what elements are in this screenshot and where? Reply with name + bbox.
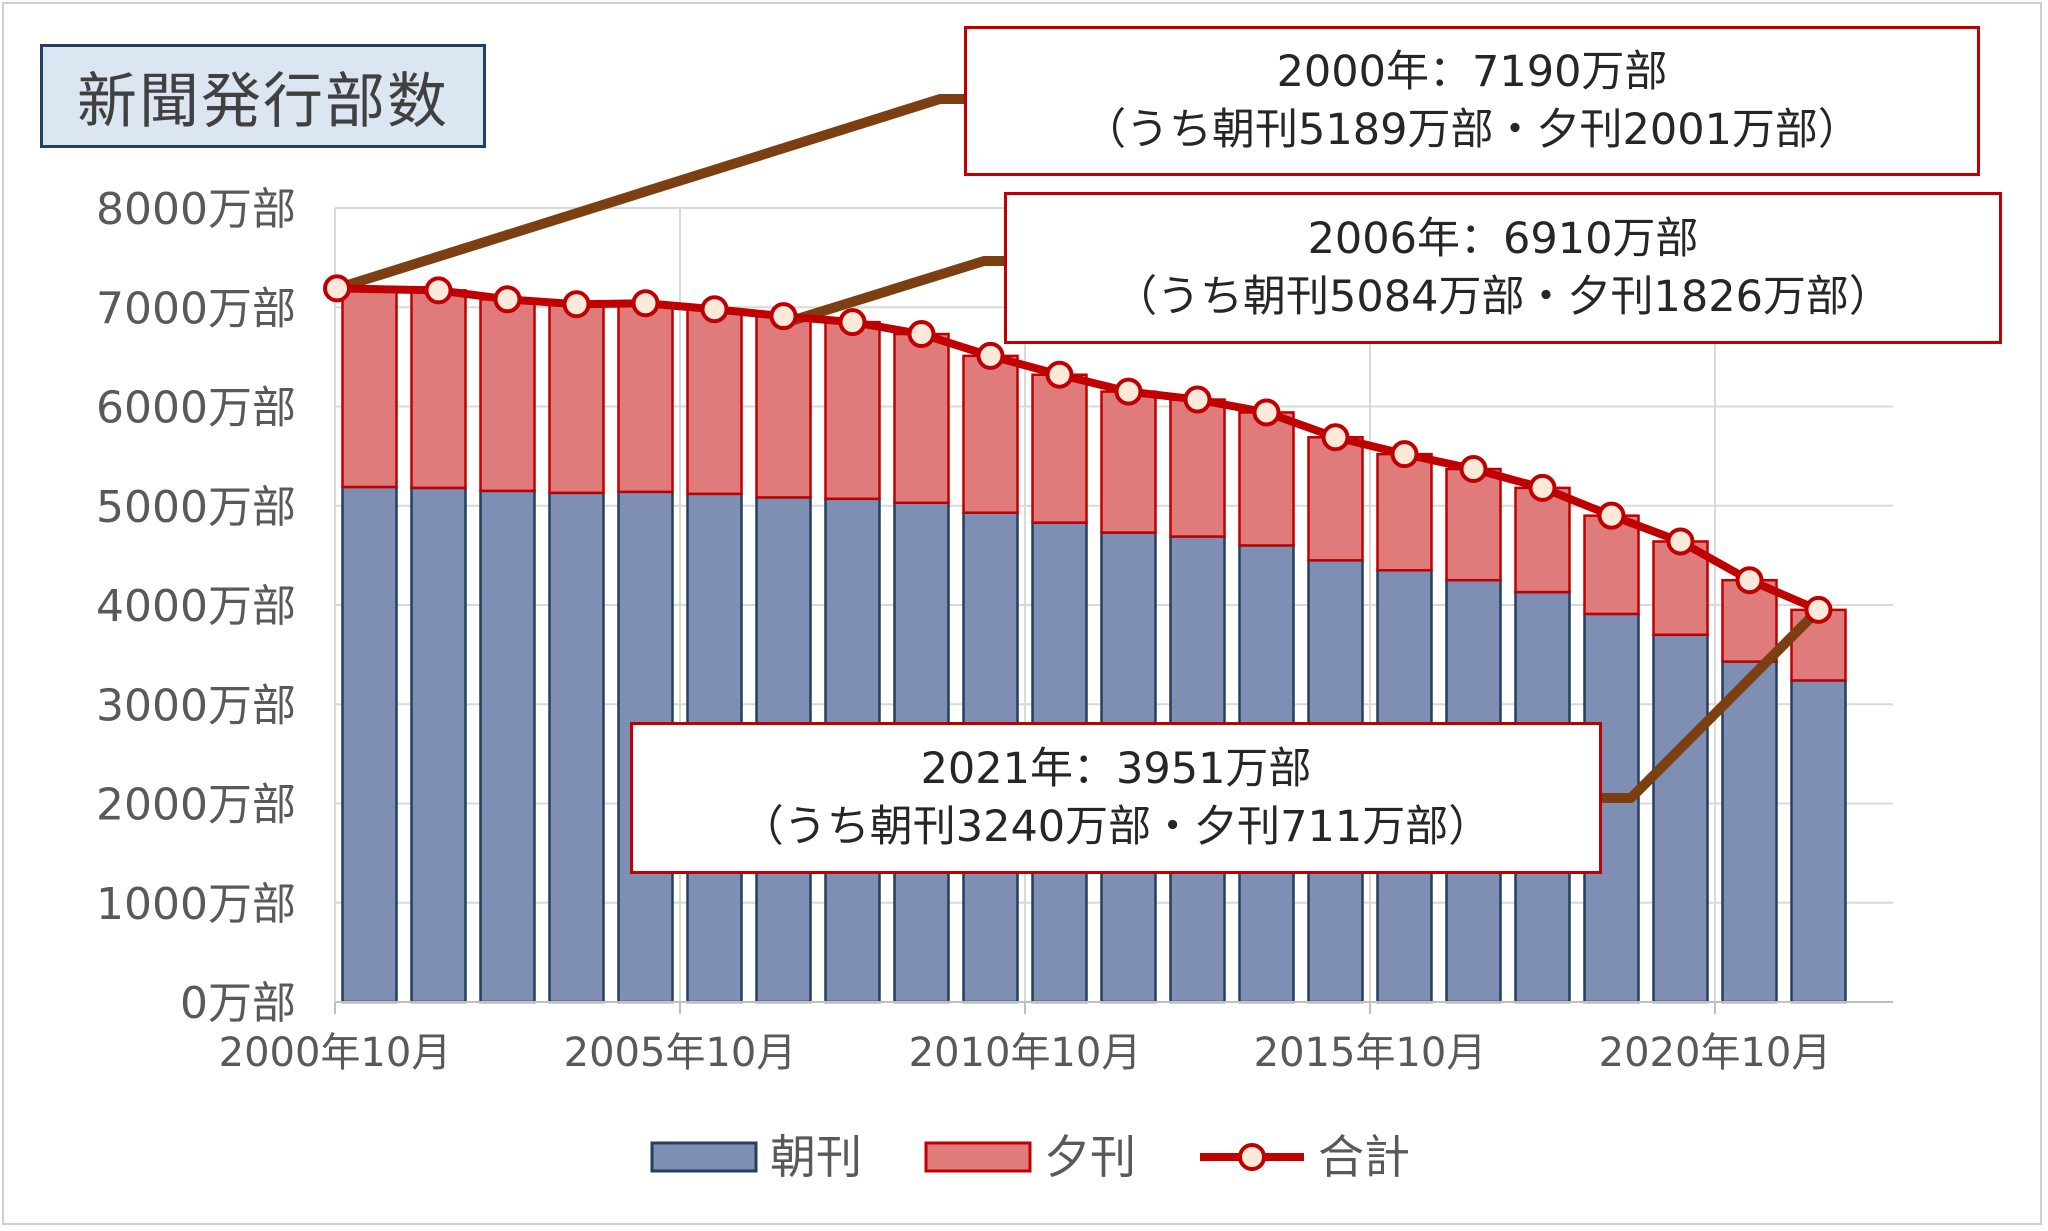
total-point [1252,398,1281,427]
total-point [1666,527,1695,556]
bar-evening [755,314,812,499]
total-point [323,274,351,303]
y-tick-label: 5000万部 [96,482,296,533]
y-tick-label: 1000万部 [96,879,296,930]
total-point [493,285,522,314]
bar-evening [1100,390,1157,534]
bar-evening [410,289,467,490]
legend-label-morning: 朝刊 [770,1130,862,1184]
bar-morning [1721,660,1778,1004]
total-point [769,302,798,331]
x-tick-label: 2000年10月 [219,1030,452,1076]
total-point [562,290,591,319]
bar-evening [548,303,605,495]
bar-evening [962,354,1019,514]
y-tick-label: 0万部 [180,978,296,1029]
y-tick-label: 2000万部 [96,780,296,831]
legend-marker-total [1238,1143,1266,1171]
y-tick-label: 6000万部 [96,383,296,434]
bar-evening [341,287,398,489]
y-tick-label: 8000万部 [96,184,296,235]
callout-2000-line2: （うち朝刊5189万部・夕刊2001万部） [1083,105,1861,155]
total-point [1390,440,1419,469]
y-tick-label: 3000万部 [96,680,296,731]
callout-2006-line2: （うち朝刊5084万部・夕刊1826万部） [1114,272,1892,322]
leader-2000 [335,94,964,294]
total-point [1528,473,1557,502]
bar-evening [1445,467,1502,582]
y-axis: 0万部 1000万部 2000万部 3000万部 4000万部 5000万部 6000万部 7… [96,184,296,1029]
bar-morning [410,486,467,1004]
bar-evening [1238,411,1295,547]
x-tick-label: 2005年10月 [564,1030,797,1076]
x-tick-label: 2010年10月 [909,1030,1142,1076]
x-tick-label: 2015年10月 [1254,1030,1487,1076]
legend-swatch-evening [924,1141,1032,1173]
bar-evening [479,298,536,493]
total-point [907,320,936,349]
callout-2021-line2: （うち朝刊3240万部・夕刊711万部） [740,802,1492,852]
legend-swatch-morning [650,1141,758,1173]
legend: 朝刊 夕刊 合計 [650,1130,1410,1184]
x-axis: 2000年10月 2005年10月 2010年10月 2015年10月 2020年10月 [219,1001,1893,1076]
total-point [424,276,453,305]
total-point [1459,455,1488,484]
bar-evening [824,320,881,501]
total-point [1804,595,1833,624]
leader-2006 [792,256,1004,325]
total-line [336,284,1821,614]
bar-evening [1031,373,1088,524]
callout-2006: 2006年：6910万部 （うち朝刊5084万部・夕刊1826万部） [1004,192,2002,344]
bar-morning [1652,633,1709,1004]
bar-evening [1376,452,1433,572]
bar-morning [548,491,605,1004]
legend-label-evening: 夕刊 [1044,1130,1136,1184]
total-point [1183,385,1212,414]
leader-2021 [1602,606,1823,803]
legend-label-total: 合計 [1318,1130,1410,1184]
total-point [631,289,660,318]
bar-morning [1790,679,1847,1004]
bar-evening [893,332,950,505]
y-tick-label: 7000万部 [96,283,296,334]
total-point [838,308,867,337]
bar-evening [1583,514,1640,616]
total-point [1321,423,1350,452]
bar-evening [1652,540,1709,637]
callout-2021: 2021年：3951万部 （うち朝刊3240万部・夕刊711万部） [630,722,1602,874]
bar-series [341,287,1847,1004]
bar-evening [686,307,743,496]
total-line-series [323,274,1833,624]
chart-title: 新聞発行部数 [40,44,486,148]
bar-evening [617,302,674,494]
callout-2000-line1: 2000年：7190万部 [1276,46,1668,97]
bar-evening [1514,486,1571,594]
y-tick-label: 4000万部 [96,581,296,632]
callout-2000: 2000年：7190万部 （うち朝刊5189万部・夕刊2001万部） [964,26,1980,176]
bar-morning [341,485,398,1004]
chart-canvas: 0万部 1000万部 2000万部 3000万部 4000万部 5000万部 6000万部 7… [96,94,1893,1184]
total-point [1114,377,1143,406]
total-point [1597,501,1626,530]
callout-leaders [335,94,1823,803]
bar-morning [479,489,536,1004]
bar-evening [1169,398,1226,538]
callout-2021-line1: 2021年：3951万部 [920,743,1312,794]
total-point [1045,360,1074,389]
bar-evening [1307,436,1364,562]
callout-2006-line1: 2006年：6910万部 [1307,213,1699,264]
total-point [976,341,1005,370]
total-point [1735,566,1764,595]
total-point [700,295,729,324]
x-tick-label: 2020年10月 [1599,1030,1832,1076]
